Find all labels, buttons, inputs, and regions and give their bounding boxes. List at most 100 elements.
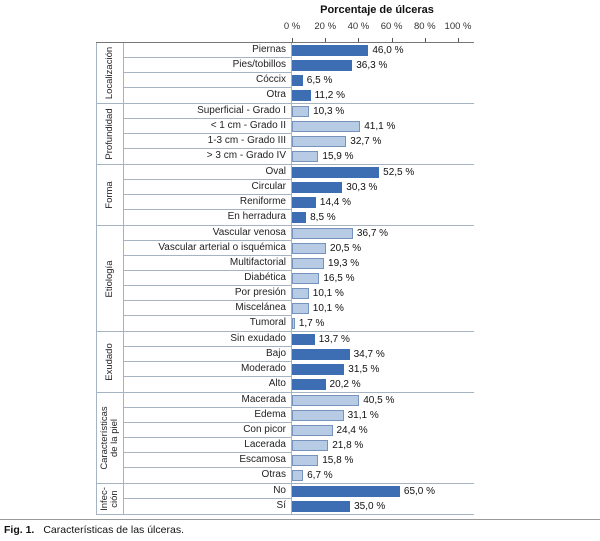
category-label: < 1 cm - Grado II (124, 119, 292, 134)
plot-cell: 8,5 % (292, 210, 474, 225)
chart-title: Porcentaje de úlceras (320, 4, 434, 16)
category-label: Otra (124, 88, 292, 103)
group-label: Forma (104, 181, 115, 209)
value-label: 36,3 % (356, 60, 388, 71)
x-tick-mark (292, 38, 293, 42)
value-label: 36,7 % (356, 228, 389, 239)
group-label-cell: Profundidad (96, 104, 124, 164)
plot-cell: 40,5 % (292, 393, 474, 408)
group-label-cell: Infec-ción (96, 484, 124, 514)
value-label: 65,0 % (403, 486, 436, 497)
bar (292, 136, 347, 147)
chart-row: Alto 20,2 % (124, 377, 474, 392)
bar (292, 501, 351, 512)
bar (292, 75, 303, 86)
category-label: Con picor (124, 423, 292, 438)
group-label: Localización (104, 46, 115, 100)
group-rows: Piernas 46,0 % Pies/tobillos 36,3 % Cóccix 6,… (124, 43, 474, 103)
chart-row: Oval 52,5 % (124, 165, 474, 180)
chart-row: Cóccix 6,5 % (124, 73, 474, 88)
chart-row: Moderado 31,5 % (124, 362, 474, 377)
category-label: En herradura (124, 210, 292, 225)
group-label-cell: Localización (96, 43, 124, 103)
chart-header: Porcentaje de úlceras 0 % 20 % 40 % 60 % 80 … (96, 4, 474, 42)
plot-cell: 13,7 % (292, 332, 474, 347)
value-label: 46,0 % (372, 45, 404, 56)
plot-cell: 32,7 % (292, 134, 474, 149)
value-label: 35,0 % (354, 501, 386, 512)
plot-cell: 15,8 % (292, 453, 474, 468)
value-label: 6,5 % (306, 75, 333, 86)
bar (292, 410, 344, 421)
plot-cell: 46,0 % (292, 43, 474, 58)
category-label: Escamosa (124, 453, 292, 468)
category-label: Piernas (124, 43, 292, 58)
chart-row: Miscelánea 10,1 % (124, 301, 474, 316)
bar (292, 151, 319, 162)
category-label: Miscelánea (124, 301, 292, 316)
chart-row: < 1 cm - Grado II 41,1 % (124, 119, 474, 134)
category-label: Reniforme (124, 195, 292, 210)
bar (292, 243, 327, 254)
x-tick-mark (358, 38, 360, 42)
chart-group: Infec-ción No 65,0 % Sí 35,0 % (96, 484, 474, 515)
category-label: Edema (124, 408, 292, 423)
ulcer-characteristics-chart: Porcentaje de úlceras 0 % 20 % 40 % 60 % 80 … (96, 4, 474, 515)
bar (292, 334, 315, 345)
category-label: 1-3 cm - Grado III (124, 134, 292, 149)
value-label: 19,3 % (328, 258, 360, 269)
group-rows: Vascular venosa 36,7 % Vascular arterial o… (124, 226, 474, 331)
category-label: Sí (124, 499, 292, 514)
group-label: Profundidad (104, 108, 115, 160)
bar (292, 106, 310, 117)
x-tick-mark (424, 38, 426, 42)
value-label: 14,4 % (319, 197, 352, 208)
value-label: 8,5 % (310, 212, 336, 223)
value-label: 31,1 % (347, 410, 379, 421)
bar (292, 197, 316, 208)
figure-caption-text: Características de las úlceras. (43, 524, 184, 536)
chart-row: Circular 30,3 % (124, 180, 474, 195)
value-label: 30,3 % (346, 182, 378, 193)
chart-row: Con picor 24,4 % (124, 423, 474, 438)
bar (292, 90, 311, 101)
plot-cell: 65,0 % (292, 484, 474, 499)
chart-group: Localización Piernas 46,0 % Pies/tobillos 36… (96, 43, 474, 104)
x-tick-label: 40 % (347, 21, 370, 32)
x-tick-label: 100 % (444, 21, 472, 32)
category-label: Tumoral (124, 316, 292, 331)
bar (292, 45, 369, 56)
category-label: Moderado (124, 362, 292, 377)
value-label: 11,2 % (314, 90, 345, 101)
plot-cell: 24,4 % (292, 423, 474, 438)
value-label: 1,7 % (298, 318, 325, 329)
group-label-cell: Forma (96, 165, 124, 225)
plot-cell: 6,5 % (292, 73, 474, 88)
plot-cell: 10,1 % (292, 286, 474, 301)
category-label: Superficial - Grado I (124, 104, 292, 119)
plot-cell: 19,3 % (292, 256, 474, 271)
plot-cell: 52,5 % (292, 165, 474, 180)
bar (292, 349, 350, 360)
value-label: 32,7 % (350, 136, 382, 147)
chart-group: Exudado Sin exudado 13,7 % Bajo 34,7 % Modera… (96, 332, 474, 393)
bar (292, 470, 304, 481)
plot-cell: 36,3 % (292, 58, 474, 73)
group-label: Exudado (104, 343, 115, 381)
plot-cell: 6,7 % (292, 468, 474, 483)
plot-cell: 35,0 % (292, 499, 474, 514)
value-label: 15,9 % (322, 151, 354, 162)
plot-cell: 15,9 % (292, 149, 474, 164)
chart-row: Lacerada 21,8 % (124, 438, 474, 453)
chart-row: Multifactorial 19,3 % (124, 256, 474, 271)
chart-row: Tumoral 1,7 % (124, 316, 474, 331)
chart-row: 1-3 cm - Grado III 32,7 % (124, 134, 474, 149)
x-tick-label: 20 % (314, 21, 337, 32)
plot-cell: 11,2 % (292, 88, 474, 103)
group-label: Etiología (104, 260, 115, 297)
x-tick-label: 60 % (380, 21, 403, 32)
value-label: 20,2 % (329, 379, 361, 390)
category-label: Bajo (124, 347, 292, 362)
bar (292, 455, 319, 466)
chart-group: Etiología Vascular venosa 36,7 % Vascular a… (96, 226, 474, 332)
